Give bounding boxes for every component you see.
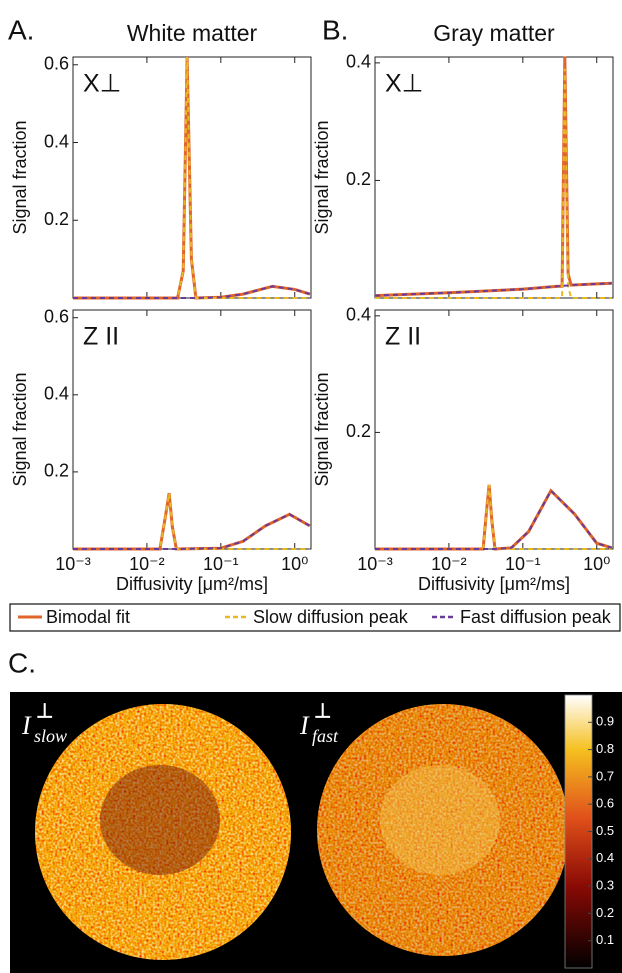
map-label-sup: ⊥ bbox=[36, 700, 53, 722]
legend-label: Bimodal fit bbox=[46, 607, 130, 627]
x-tick-label: 10⁻¹ bbox=[203, 554, 239, 574]
brain-fast-map bbox=[317, 704, 569, 956]
x-tick-label: 10⁰ bbox=[583, 554, 610, 574]
colorbar-tick-label: 0.6 bbox=[596, 796, 614, 811]
colorbar-tick-label: 0.7 bbox=[596, 768, 614, 783]
y-axis-label: Signal fraction bbox=[312, 372, 332, 486]
map-label-sup: ⊥ bbox=[314, 700, 331, 722]
panel-label: Z II bbox=[83, 323, 119, 351]
brain-slow-dark bbox=[100, 765, 220, 875]
x-axis-label: Diffusivity [μm²/ms] bbox=[418, 574, 570, 594]
x-axis-label: Diffusivity [μm²/ms] bbox=[116, 574, 268, 594]
chart-title: Gray matter bbox=[433, 20, 555, 46]
colorbar bbox=[564, 694, 593, 969]
panel-letter: C. bbox=[8, 647, 36, 678]
x-tick-label: 10⁻¹ bbox=[505, 554, 541, 574]
y-tick-label: 0.2 bbox=[346, 421, 371, 441]
series-line bbox=[73, 513, 311, 550]
line-chart: 0.2 0.4 0.6 10⁻³ 10⁻² 10⁻¹ 10⁰ Z II Signal fract… bbox=[10, 306, 312, 594]
y-axis-label: Signal fraction bbox=[10, 120, 30, 234]
legend-label: Fast diffusion peak bbox=[460, 607, 612, 627]
y-tick-label: 0.4 bbox=[346, 305, 371, 325]
x-tick-label: 10⁻² bbox=[431, 554, 467, 574]
colorbar-tick-label: 0.3 bbox=[596, 878, 614, 893]
colorbar-tick-label: 0.9 bbox=[596, 714, 614, 729]
x-tick-label: 10⁻³ bbox=[357, 554, 393, 574]
brain-fast-bright bbox=[380, 765, 500, 875]
panel-letter: B. bbox=[322, 14, 348, 45]
legend: Bimodal fit Slow diffusion peak Fast diffu… bbox=[9, 603, 621, 632]
y-tick-label: 0.2 bbox=[44, 209, 69, 229]
panel-label: Z II bbox=[385, 323, 421, 351]
series-line bbox=[73, 285, 311, 299]
colorbar-tick-label: 0.4 bbox=[596, 850, 614, 865]
legend-label: Slow diffusion peak bbox=[253, 607, 409, 627]
colorbar-tick-label: 0.5 bbox=[596, 823, 614, 838]
x-tick-label: 10⁻² bbox=[129, 554, 165, 574]
chart-title: White matter bbox=[127, 20, 258, 46]
panel-letter: A. bbox=[8, 14, 34, 45]
series-line bbox=[375, 489, 613, 550]
line-chart: 0.2 0.4 10⁻³ 10⁻² 10⁻¹ 10⁰ Z II Signal fraction… bbox=[312, 305, 614, 594]
line-chart: 0.2 0.4 Gray matter X⊥ Signal fraction bbox=[312, 20, 614, 299]
y-tick-label: 0.4 bbox=[44, 384, 69, 404]
plot-frame bbox=[72, 309, 312, 550]
panel-label: X⊥ bbox=[385, 70, 423, 98]
y-tick-label: 0.2 bbox=[346, 169, 371, 189]
y-tick-label: 0.6 bbox=[44, 306, 69, 326]
series-line bbox=[375, 68, 612, 299]
map-label-main: I bbox=[299, 711, 310, 740]
map-label-sub: fast bbox=[312, 726, 339, 746]
series-line bbox=[374, 282, 612, 297]
plot-frame bbox=[374, 309, 614, 550]
map-label-sub: slow bbox=[34, 726, 67, 746]
y-tick-label: 0.4 bbox=[346, 52, 371, 72]
colorbar-tick-label: 0.1 bbox=[596, 932, 614, 947]
y-tick-label: 0.6 bbox=[44, 54, 69, 74]
colorbar-tick-label: 0.8 bbox=[596, 741, 614, 756]
map-label-main: I bbox=[21, 711, 32, 740]
brain-slow-map bbox=[35, 704, 291, 960]
colorbar-tick-label: 0.2 bbox=[596, 905, 614, 920]
x-tick-label: 10⁻³ bbox=[55, 554, 91, 574]
plot-frame bbox=[374, 56, 614, 299]
y-axis-label: Signal fraction bbox=[10, 372, 30, 486]
x-tick-label: 10⁰ bbox=[281, 554, 308, 574]
y-tick-label: 0.2 bbox=[44, 461, 69, 481]
y-axis-label: Signal fraction bbox=[312, 120, 332, 234]
y-tick-label: 0.4 bbox=[44, 131, 69, 151]
panel-label: X⊥ bbox=[83, 70, 121, 98]
legend-box bbox=[9, 603, 621, 632]
